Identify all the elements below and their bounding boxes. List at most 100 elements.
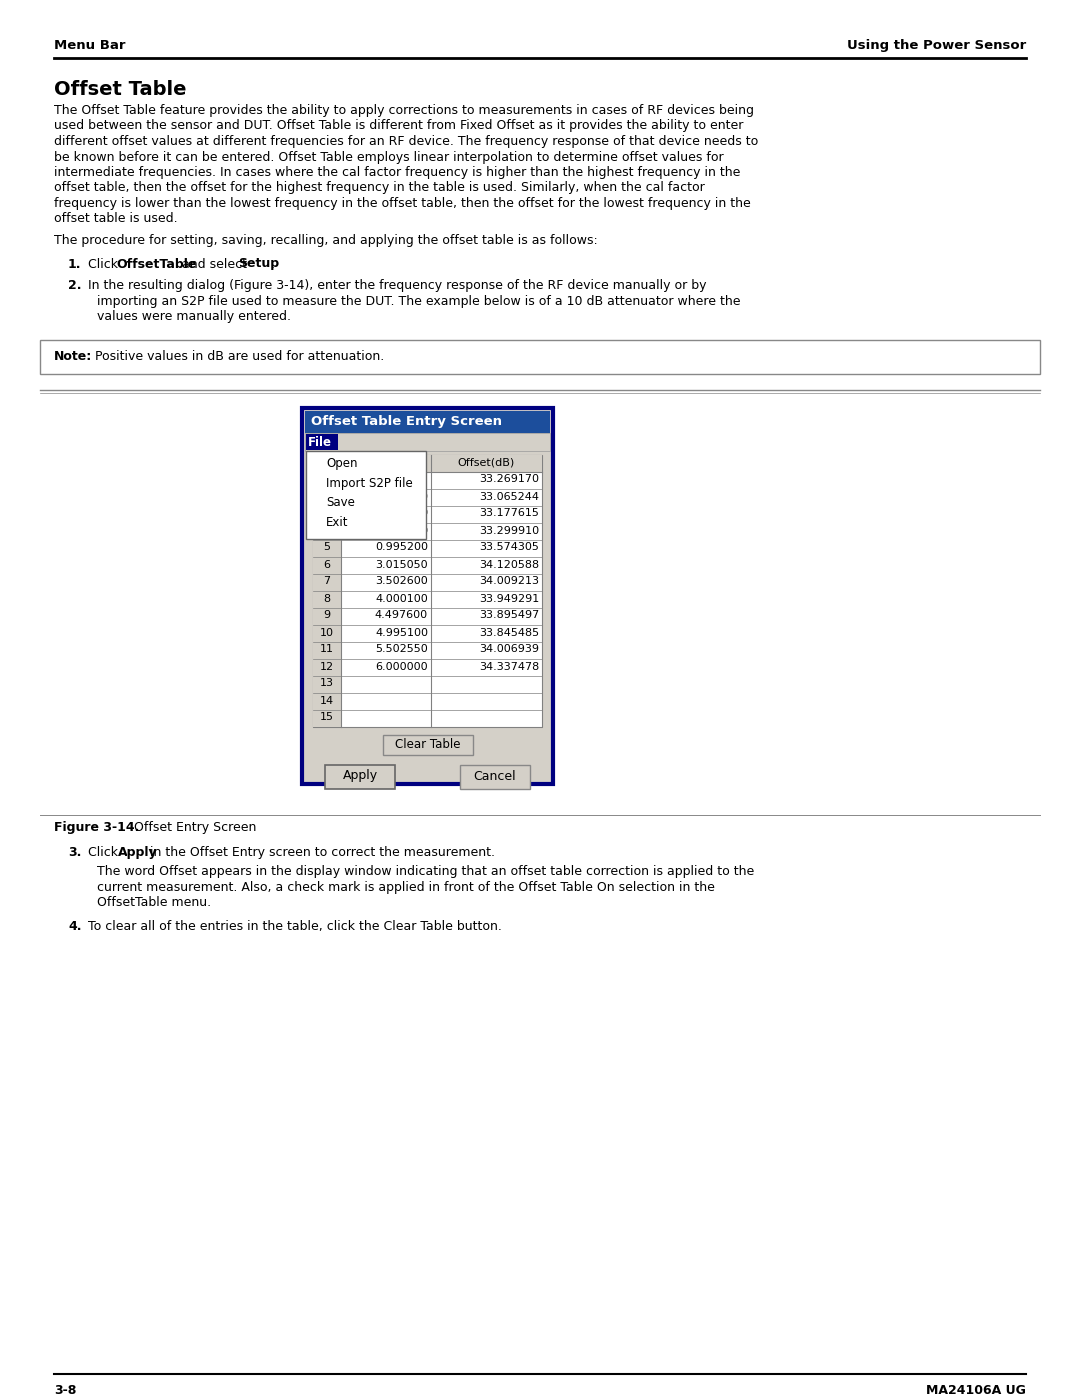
Bar <box>306 433 338 450</box>
Text: 8: 8 <box>323 594 330 604</box>
Text: Offset Entry Screen: Offset Entry Screen <box>126 820 256 834</box>
Text: Setup: Setup <box>238 257 279 271</box>
Text: 12: 12 <box>320 662 334 672</box>
Text: Apply: Apply <box>118 847 158 859</box>
Bar <box>313 556 341 574</box>
Bar <box>302 408 553 784</box>
Text: 1: 1 <box>324 475 330 485</box>
Text: Click: Click <box>87 847 122 859</box>
Text: Offset(dB): Offset(dB) <box>458 457 515 468</box>
Text: 3.: 3. <box>68 847 81 859</box>
Text: 33.299910: 33.299910 <box>478 525 539 535</box>
Text: OffsetTable menu.: OffsetTable menu. <box>97 897 211 909</box>
Text: be known before it can be entered. Offset Table employs linear interpolation to : be known before it can be entered. Offse… <box>54 151 724 163</box>
Text: 3.015050: 3.015050 <box>376 560 428 570</box>
Text: 4.000100: 4.000100 <box>375 594 428 604</box>
Bar <box>313 641 341 658</box>
Text: 11: 11 <box>320 644 334 655</box>
Text: 7: 7 <box>323 577 330 587</box>
Text: current measurement. Also, a check mark is applied in front of the Offset Table : current measurement. Also, a check mark … <box>97 882 715 894</box>
Text: GHz): GHz) <box>373 457 400 468</box>
Text: 0.099700: 0.099700 <box>375 492 428 502</box>
Text: 9: 9 <box>323 610 330 620</box>
Text: 6: 6 <box>324 560 330 570</box>
Text: In the resulting dialog (Figure 3-14), enter the frequency response of the RF de: In the resulting dialog (Figure 3-14), e… <box>87 279 706 292</box>
Text: 0.298700: 0.298700 <box>375 509 428 518</box>
Text: The Offset Table feature provides the ability to apply corrections to measuremen: The Offset Table feature provides the ab… <box>54 103 754 117</box>
Text: Positive values in dB are used for attenuation.: Positive values in dB are used for atten… <box>95 351 384 363</box>
Text: different offset values at different frequencies for an RF device. The frequency: different offset values at different fre… <box>54 136 758 148</box>
Bar <box>313 489 341 506</box>
Text: in the Offset Entry screen to correct the measurement.: in the Offset Entry screen to correct th… <box>146 847 495 859</box>
Text: 34.006939: 34.006939 <box>480 644 539 655</box>
Text: 4.995100: 4.995100 <box>375 627 428 637</box>
Bar <box>306 450 426 538</box>
Text: 33.895497: 33.895497 <box>478 610 539 620</box>
Text: 4.497600: 4.497600 <box>375 610 428 620</box>
Text: 10: 10 <box>320 627 334 637</box>
Text: 6.000000: 6.000000 <box>376 662 428 672</box>
Text: Note:: Note: <box>54 351 92 363</box>
Bar <box>40 339 1040 373</box>
Text: The procedure for setting, saving, recalling, and applying the offset table is a: The procedure for setting, saving, recal… <box>54 235 597 247</box>
Text: 33.065244: 33.065244 <box>480 492 539 502</box>
Text: 14: 14 <box>320 696 334 705</box>
Text: 33.845485: 33.845485 <box>478 627 539 637</box>
Bar <box>305 411 550 433</box>
Text: 5: 5 <box>324 542 330 552</box>
Text: Menu Bar: Menu Bar <box>54 39 125 52</box>
Bar <box>305 433 550 450</box>
Text: To clear all of the entries in the table, click the Clear Table button.: To clear all of the entries in the table… <box>87 921 502 933</box>
Text: 3-8: 3-8 <box>54 1384 77 1397</box>
Bar <box>313 454 542 472</box>
Text: Using the Power Sensor: Using the Power Sensor <box>847 39 1026 52</box>
Text: Clear Table: Clear Table <box>395 739 460 752</box>
Text: The word Offset appears in the display window indicating that an offset table co: The word Offset appears in the display w… <box>97 866 754 879</box>
Bar <box>313 710 341 726</box>
Text: 1.: 1. <box>68 257 81 271</box>
Text: frequency is lower than the lowest frequency in the offset table, then the offse: frequency is lower than the lowest frequ… <box>54 197 751 210</box>
Bar <box>325 764 395 788</box>
Text: 33.574305: 33.574305 <box>480 542 539 552</box>
Bar <box>313 506 341 522</box>
Bar <box>313 472 341 489</box>
Text: 13: 13 <box>320 679 334 689</box>
Text: Open: Open <box>326 457 357 469</box>
Text: 4.: 4. <box>68 921 81 933</box>
Text: used between the sensor and DUT. Offset Table is different from Fixed Offset as : used between the sensor and DUT. Offset … <box>54 120 743 133</box>
Text: 4: 4 <box>323 525 330 535</box>
Text: Exit: Exit <box>326 517 349 529</box>
Text: 33.177615: 33.177615 <box>480 509 539 518</box>
Bar <box>460 764 530 788</box>
Text: intermediate frequencies. In cases where the cal factor frequency is higher than: intermediate frequencies. In cases where… <box>54 166 741 179</box>
Text: Click: Click <box>87 257 122 271</box>
Text: Figure 3-14.: Figure 3-14. <box>54 820 139 834</box>
Text: MA24106A UG: MA24106A UG <box>927 1384 1026 1397</box>
Text: 5.502550: 5.502550 <box>375 644 428 655</box>
Bar <box>313 676 341 693</box>
Text: 2.: 2. <box>68 279 81 292</box>
Text: 33.269170: 33.269170 <box>480 475 539 485</box>
Text: 3: 3 <box>324 509 330 518</box>
Text: 34.120588: 34.120588 <box>478 560 539 570</box>
Text: 0.497700: 0.497700 <box>375 525 428 535</box>
Text: values were manually entered.: values were manually entered. <box>97 310 291 323</box>
Bar <box>313 624 341 641</box>
Text: Offset Table Entry Screen: Offset Table Entry Screen <box>311 415 502 427</box>
Text: 15: 15 <box>320 712 334 722</box>
Text: and select: and select <box>178 257 251 271</box>
Bar <box>313 454 542 726</box>
Bar <box>313 574 341 591</box>
Text: 33.949291: 33.949291 <box>478 594 539 604</box>
Text: OffsetTable: OffsetTable <box>116 257 197 271</box>
Text: Apply: Apply <box>342 770 378 782</box>
Text: offset table, then the offset for the highest frequency in the table is used. Si: offset table, then the offset for the hi… <box>54 182 705 194</box>
Text: Cancel: Cancel <box>474 770 516 782</box>
Text: 0.995200: 0.995200 <box>375 542 428 552</box>
Bar <box>313 608 341 624</box>
Text: 34.337478: 34.337478 <box>478 662 539 672</box>
Text: File: File <box>308 436 332 448</box>
Text: 34.009213: 34.009213 <box>480 577 539 587</box>
Text: .: . <box>271 257 275 271</box>
Bar <box>313 591 341 608</box>
